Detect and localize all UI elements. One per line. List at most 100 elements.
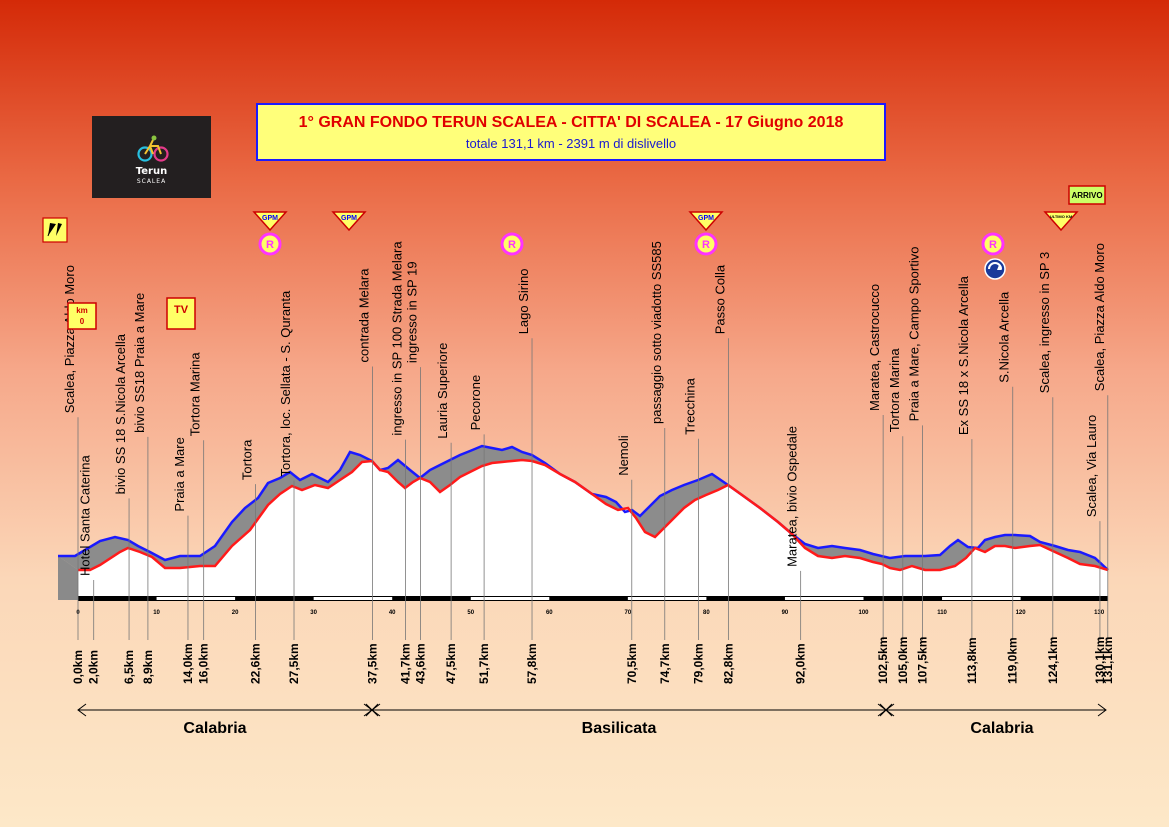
waypoint-name: Lauria Superiore — [435, 343, 450, 439]
gpm-label: GPM — [341, 215, 357, 222]
bicycle-logo-icon — [137, 135, 169, 162]
waypoint-name: Nemoli — [616, 435, 631, 476]
waypoint-name: Pecorone — [468, 375, 483, 431]
axis-tick-label: 40 — [389, 610, 396, 616]
waypoint-km: 124,1km — [1046, 637, 1060, 684]
axis-tick-label: 50 — [467, 610, 474, 616]
region-label-calabria-2: Calabria — [970, 720, 1033, 737]
waypoint-km: 70,5km — [625, 643, 639, 684]
ultimo-km-text: ULTIMO KM — [1050, 214, 1073, 219]
axis-segment — [470, 597, 550, 600]
waypoint-km: 79,0km — [692, 643, 706, 684]
waypoint-name: Passo Colla — [712, 264, 727, 334]
waypoint-name: S.Nicola Arcella — [997, 291, 1012, 383]
refresh-point-icon — [981, 232, 1005, 256]
waypoint-km-labels: 0,0km 2,0km 6,5km 8,9km 14,0km 16,0km 22,6km 27… — [71, 637, 1115, 684]
waypoint-name: Ex SS 18 x S.Nicola Arcella — [956, 275, 971, 435]
waypoint-km: 130,1km — [1093, 637, 1107, 684]
waypoint-name: Praia a Mare, Campo Sportivo — [906, 247, 921, 422]
waypoint-km: 102,5km — [876, 637, 890, 684]
arrivo-badge-text: ARRIVO — [1071, 191, 1102, 200]
waypoint-lines — [77, 338, 1109, 640]
waypoint-name: Tortora — [240, 439, 255, 480]
axis-segment — [784, 597, 864, 600]
km-axis-segments — [156, 597, 1021, 600]
page-subtitle: totale 131,1 km - 2391 m di dislivello — [465, 136, 677, 151]
refresh-label: R — [989, 239, 997, 251]
waypoint-km: 14,0km — [181, 643, 195, 684]
km0-badge: km 0 — [67, 302, 97, 330]
waypoint-name: ingresso in SP 19 — [404, 261, 419, 363]
axis-segment — [942, 597, 1021, 600]
waypoint-km: 74,7km — [658, 643, 672, 684]
waypoint-name: Scalea, Via Lauro — [1084, 415, 1099, 517]
waypoint-km: 113,8km — [965, 637, 979, 684]
waypoint-km: 92,0km — [794, 643, 808, 684]
waypoint-km: 51,7km — [477, 643, 491, 684]
waypoint-name: bivio SS18 Praia a Mare — [132, 293, 147, 433]
profile-front-line — [78, 458, 1109, 572]
waypoint-name: bivio SS 18 S.Nicola Arcella — [113, 333, 128, 494]
axis-tick-label: 30 — [310, 610, 317, 616]
profile-front-area — [78, 460, 1108, 596]
axis-segment — [627, 597, 707, 600]
waypoint-name: Praia a Mare — [172, 437, 187, 511]
axis-tick-label: 80 — [703, 610, 710, 616]
waypoint-km: 41,7km — [399, 643, 413, 684]
axis-tick-label: 70 — [625, 610, 632, 616]
region-arrows — [77, 703, 1107, 717]
event-logo: Terun SCALEA — [92, 116, 211, 198]
km-axis-ticks: 0102030405060708090100110120130 — [76, 610, 1104, 616]
waypoint-km: 8,9km — [141, 650, 155, 684]
km0-badge-km: km — [76, 306, 88, 315]
tv-badge: TV — [166, 297, 196, 330]
waypoint-km: 6,5km — [122, 650, 136, 684]
waypoint-km: 43,6km — [413, 643, 427, 684]
roundabout-icon — [984, 258, 1006, 280]
region-label-basilicata: Basilicata — [582, 720, 657, 737]
refresh-point-icon — [258, 232, 282, 256]
gpm-badges: GPM GPM GPM — [252, 211, 724, 232]
km0-badge-zero: 0 — [80, 317, 85, 326]
refresh-label: R — [266, 239, 274, 251]
logo-text-scalea: SCALEA — [136, 178, 167, 185]
gpm-label: GPM — [698, 215, 714, 222]
refresh-label: R — [508, 239, 516, 251]
waypoint-name: Hotel Santa Caterina — [78, 455, 93, 576]
waypoint-km: 57,8km — [525, 643, 539, 684]
region-label-calabria-1: Calabria — [183, 720, 246, 737]
profile-base-left — [58, 556, 78, 600]
waypoint-name: Tortora Marina — [887, 348, 902, 433]
waypoint-name: Scalea, ingresso in SP 3 — [1037, 252, 1052, 393]
axis-tick-label: 20 — [232, 610, 239, 616]
waypoint-km: 105,0km — [896, 637, 910, 684]
waypoint-name: Scalea, Piazza Aldo Moro — [62, 265, 77, 413]
waypoint-km: 47,5km — [444, 643, 458, 684]
waypoint-km: 27,5km — [287, 643, 301, 684]
waypoint-km: 119,0km — [1006, 637, 1020, 684]
km-axis-bar — [78, 596, 1108, 601]
waypoint-km: 82,8km — [721, 643, 735, 684]
gpm-triangle-icon — [688, 211, 724, 232]
axis-tick-label: 130 — [1094, 610, 1105, 616]
tv-badge-text: TV — [174, 304, 189, 316]
waypoint-name: contrada Melara — [357, 268, 372, 363]
waypoint-name: ingresso in SP 100 Strada Melara — [390, 241, 405, 436]
waypoint-km: 107,5km — [915, 637, 929, 684]
start-flag-icon — [42, 217, 68, 243]
waypoint-km: 16,0km — [197, 643, 211, 684]
gpm-label: GPM — [262, 215, 278, 222]
waypoint-km: 131,1km — [1101, 637, 1115, 684]
refresh-point-icon — [500, 232, 524, 256]
waypoint-name: Scalea, Piazza Aldo Moro — [1092, 243, 1107, 391]
title-box: 1° GRAN FONDO TERUN SCALEA - CITTA' DI S… — [256, 103, 886, 161]
waypoint-km: 0,0km — [71, 650, 85, 684]
axis-tick-label: 120 — [1016, 610, 1027, 616]
waypoint-name: Lago Sirino — [516, 269, 531, 335]
arrivo-badge: ARRIVO — [1068, 185, 1106, 205]
waypoint-name: Maratea, Castrocucco — [867, 284, 882, 411]
axis-segment — [313, 597, 393, 600]
logo-text-terun: Terun — [135, 166, 168, 177]
